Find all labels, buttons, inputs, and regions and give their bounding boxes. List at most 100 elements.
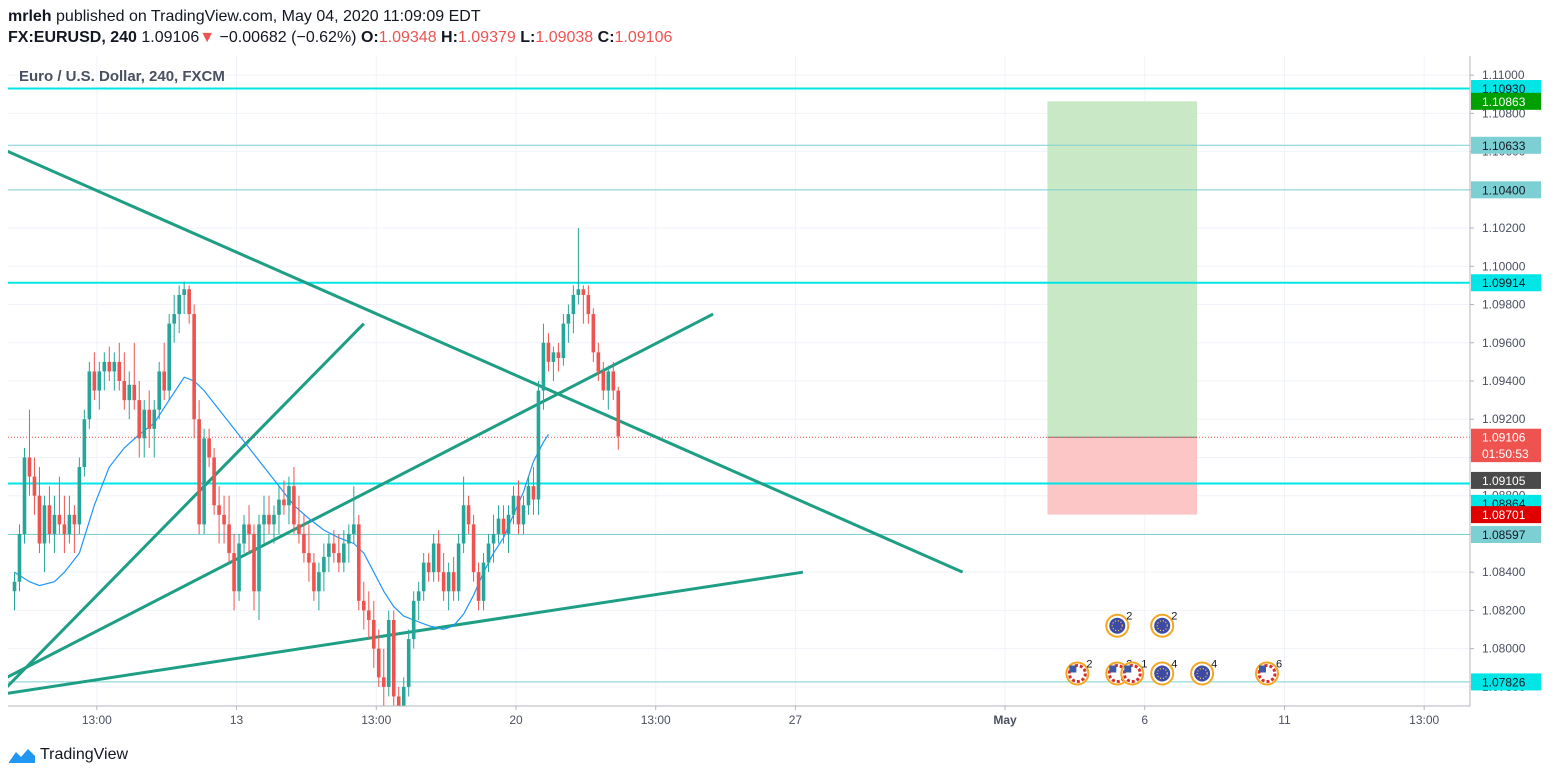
candle — [112, 352, 117, 391]
candle — [177, 285, 181, 334]
candle-body — [22, 457, 27, 534]
candle — [172, 294, 176, 343]
candle — [132, 342, 137, 410]
candle — [391, 610, 396, 706]
candle-body — [12, 581, 17, 592]
price-tag-bg — [1471, 471, 1541, 489]
candle-body — [162, 371, 166, 391]
x-tick-label: 13:00 — [361, 713, 391, 727]
chart-header: mrleh published on TradingView.com, May … — [8, 6, 672, 48]
candle — [252, 524, 256, 611]
candle — [202, 428, 206, 534]
price-tag-bg — [1471, 526, 1541, 544]
price-chart[interactable]: 22214246Euro / U.S. Dollar, 240, FXCM1.1… — [0, 56, 1554, 740]
candle — [481, 553, 486, 611]
footer: TradingView — [8, 746, 128, 764]
publish-info: published on TradingView.com, May 04, 20… — [56, 8, 481, 25]
candle — [122, 352, 127, 410]
price-tag-bg — [1471, 673, 1541, 691]
event-stars — [1156, 667, 1168, 680]
price-tag-label: 1.10400 — [1482, 183, 1526, 197]
low-label: L: — [520, 29, 536, 46]
chart-title: Euro / U.S. Dollar, 240, FXCM — [19, 68, 225, 85]
author-name[interactable]: mrleh — [8, 8, 52, 25]
candle — [57, 476, 62, 534]
candle-body — [247, 524, 251, 534]
candle-body — [222, 514, 226, 525]
candle-body — [396, 696, 401, 706]
candle — [476, 562, 481, 611]
candle-body — [237, 543, 241, 592]
candle-body — [431, 543, 436, 573]
x-tick-label: 13:00 — [641, 713, 671, 727]
trendline — [8, 570, 804, 695]
candle — [32, 457, 37, 515]
price-axis-tag: 1.10633 — [1471, 136, 1541, 154]
candle — [247, 505, 251, 554]
candle-body — [516, 495, 521, 525]
candle-body — [57, 514, 62, 525]
y-tick-label: 1.08200 — [1482, 603, 1526, 617]
candle — [207, 428, 211, 468]
candle-body — [456, 543, 461, 592]
y-tick-label: 1.10000 — [1482, 259, 1526, 273]
candle — [307, 524, 311, 582]
event-flag — [1109, 617, 1126, 634]
x-tick-label: 27 — [789, 713, 803, 727]
event-count: 1 — [1141, 659, 1147, 671]
candle-body — [511, 495, 516, 515]
event-canton — [1109, 665, 1117, 673]
candle — [317, 562, 321, 611]
candle-body — [267, 514, 271, 525]
candle-body — [277, 499, 281, 515]
candle-body — [416, 591, 421, 601]
candle-body — [242, 524, 246, 544]
candle — [571, 285, 576, 334]
candle-body — [117, 361, 122, 381]
us-event-icon: 1 — [1120, 659, 1147, 686]
candle-body — [381, 677, 386, 687]
candle — [566, 304, 571, 343]
y-tick-label: 1.09800 — [1482, 298, 1526, 312]
candle — [237, 533, 241, 601]
candle — [426, 553, 431, 582]
event-flag — [1154, 665, 1171, 682]
eu-event-icon: 4 — [1190, 659, 1217, 686]
candle-body — [376, 648, 381, 678]
price-tag-label: 1.08701 — [1482, 508, 1526, 522]
candle-body — [157, 371, 162, 410]
price-tag-bg — [1471, 445, 1541, 463]
candle — [451, 556, 456, 601]
candle — [137, 381, 142, 458]
candle — [67, 495, 72, 544]
candle — [27, 409, 32, 496]
candle-body — [182, 289, 186, 295]
brand-name[interactable]: TradingView — [40, 746, 129, 763]
candle-body — [521, 505, 526, 525]
candle-body — [292, 486, 296, 525]
candle-body — [167, 323, 171, 391]
candle-body — [52, 514, 57, 534]
candle-body — [47, 505, 52, 534]
candle-body — [317, 572, 321, 592]
candle — [187, 285, 191, 324]
candle-body — [17, 533, 22, 582]
candle-body — [491, 533, 496, 544]
y-tick-label: 1.08400 — [1482, 565, 1526, 579]
price-axis-tag: 1.08597 — [1471, 526, 1541, 544]
price-tag-label: 1.09105 — [1482, 474, 1526, 488]
candle — [322, 543, 326, 592]
candle — [556, 342, 561, 372]
candle-body — [172, 314, 176, 324]
candle — [327, 533, 331, 573]
candle-body — [506, 514, 511, 534]
candle — [461, 476, 466, 554]
candle — [267, 495, 271, 534]
event-count: 2 — [1171, 611, 1177, 623]
candle-body — [232, 553, 236, 592]
price-axis-tag: 1.09106 — [1471, 428, 1541, 446]
candle — [526, 476, 531, 515]
event-stars — [1111, 620, 1123, 632]
candle-body — [441, 572, 446, 592]
candle-body — [72, 514, 77, 525]
